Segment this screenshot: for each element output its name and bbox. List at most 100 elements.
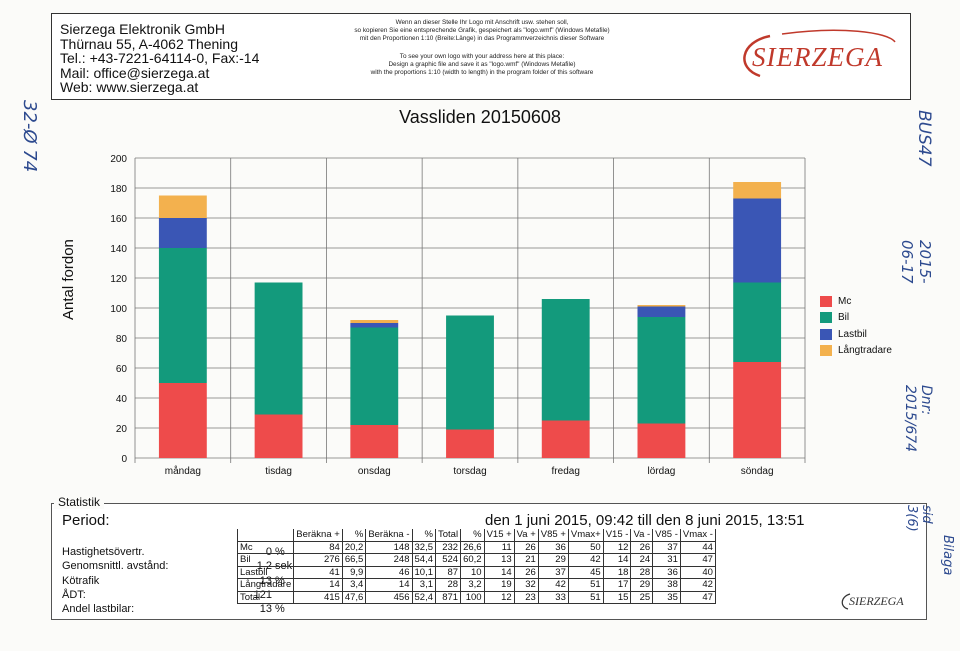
chart-title: Vassliden 20150608 <box>399 107 561 127</box>
table-cell: 11 <box>483 540 515 554</box>
table-body: Mc 84 20,2 148 32,5 232 26,6 11 26 36 50 12 26 37 44 Bi… <box>236 540 716 604</box>
bar-segment-mc <box>254 414 303 458</box>
table-cell: 50 <box>567 540 604 554</box>
y-tick-label: 80 <box>116 334 128 345</box>
y-tick-label: 20 <box>116 424 128 435</box>
note-line: Wenn an dieser Stelle Ihr Logo mit Ansch… <box>395 19 569 26</box>
table-cell: 248 <box>365 553 413 567</box>
table-header-cell: Beräkna - <box>365 529 413 542</box>
y-tick-label: 180 <box>110 184 127 195</box>
table-cell: 41 <box>293 565 343 579</box>
address-line: Web: www.sierzega.at <box>60 79 199 95</box>
table-header-cell: Vmax - <box>679 529 716 542</box>
table-cell: 9,9 <box>341 565 367 579</box>
table-header-cell: V15 - <box>602 529 632 542</box>
company-address: Sierzega Elektronik GmbH Thürnau 55, A-4… <box>60 22 259 95</box>
table-cell: 51 <box>567 578 604 592</box>
table-cell: 20,2 <box>341 540 367 554</box>
table-header-cell: % <box>341 529 367 542</box>
table-header-cell: % <box>411 529 436 542</box>
table-cell: 14 <box>483 565 515 579</box>
handwriting-right-1: BUS47 <box>914 110 934 167</box>
table-cell: 524 <box>434 553 462 567</box>
y-axis-label: Antal fordon <box>60 239 77 320</box>
metric-label: Kötrafik <box>62 574 100 587</box>
table-cell: Bil <box>236 553 295 567</box>
table-cell: 12 <box>483 590 515 604</box>
table-cell: 14 <box>365 578 413 592</box>
bar-segment-långtradare <box>350 320 399 323</box>
table-cell: 36 <box>537 540 569 554</box>
x-tick-label: onsdag <box>358 466 391 477</box>
table-cell: 31 <box>652 553 681 567</box>
legend-swatch-bil <box>820 312 832 324</box>
note-line: so kopieren Sie eine entsprechende Grafi… <box>354 27 610 34</box>
handwriting-left: 32-Ø 74 <box>19 100 40 173</box>
handwriting-right-4: Bilaga <box>940 535 955 576</box>
logo-swoosh <box>743 29 896 78</box>
table-cell: 3,2 <box>460 578 485 592</box>
table-cell: Mc <box>236 540 295 554</box>
table-cell: 45 <box>567 565 604 579</box>
table-row: Bil 276 66,5 248 54,4 524 60,2 13 21 29 42 14 24 31 47 <box>236 553 716 567</box>
x-tick-label: måndag <box>165 465 201 477</box>
chart-legend: Mc Bil Lastbil Långtradare <box>820 293 892 359</box>
x-tick-label: fredag <box>552 466 580 477</box>
legend-item: Bil <box>820 310 892 327</box>
table-cell: 26 <box>513 565 539 579</box>
bar-segment-mc <box>446 429 494 458</box>
metric-value: 13 <box>259 603 272 616</box>
table-cell: 51 <box>567 590 604 604</box>
address-line: Thürnau 55, A-4062 Thening <box>60 35 238 52</box>
table-header-cell: V15 + <box>483 529 515 542</box>
table-cell: 32,5 <box>411 540 436 554</box>
handwriting-right-3: Dnr: 2015/674 <box>902 385 934 453</box>
table-cell: 66,5 <box>341 553 367 567</box>
metric-label: Andel lastbilar: <box>62 603 135 616</box>
table-cell: 84 <box>293 540 343 554</box>
table-cell: 18 <box>602 565 632 579</box>
metric-unit: % <box>275 603 285 616</box>
table-cell: 148 <box>365 540 413 554</box>
table-cell: 38 <box>652 578 681 592</box>
bar-segment-lastbil <box>637 306 686 317</box>
table-cell: Total <box>236 590 295 604</box>
legend-item: Lastbil <box>820 326 892 343</box>
table-row: Långtradare 14 3,4 14 3,1 28 3,2 19 32 42 51 17 29 38… <box>236 578 716 592</box>
table-cell: 28 <box>630 565 654 579</box>
table-cell: 32 <box>513 578 539 592</box>
table-row: Lastbil 41 9,9 46 10,1 87 10 14 26 37 45 18 28 36 40 <box>236 565 716 579</box>
table-cell: 232 <box>434 540 462 554</box>
bar-segment-bil <box>254 282 303 415</box>
table-cell: 42 <box>567 553 604 567</box>
table-cell: 14 <box>602 553 632 567</box>
table-cell: 29 <box>537 553 569 567</box>
table-cell: 29 <box>630 578 654 592</box>
table-cell: 44 <box>679 540 716 554</box>
bar-segment-mc <box>637 423 686 458</box>
legend-item: Mc <box>820 293 892 310</box>
x-tick-label: söndag <box>741 466 774 477</box>
note-line: with the proportions 1:10 (width to leng… <box>370 69 594 76</box>
table-cell: 17 <box>602 578 632 592</box>
statistics-section-label: Statistik <box>54 495 105 509</box>
table-cell: 276 <box>293 553 343 567</box>
logo-instruction-note: Wenn an dieser Stelle Ihr Logo mit Ansch… <box>342 19 622 77</box>
bar-segment-mc <box>350 425 399 458</box>
table-cell: 87 <box>434 565 462 579</box>
table-cell: 47,6 <box>341 590 367 604</box>
bar-segment-bil <box>637 317 686 424</box>
bar-segment-långtradare <box>158 195 207 218</box>
table-cell: 10 <box>460 565 485 579</box>
bar-segment-mc <box>541 420 590 458</box>
table-cell: 54,4 <box>411 553 436 567</box>
period-value: den 1 juni 2015, 09:42 till den 8 juni 2… <box>485 512 805 529</box>
table-cell: 60,2 <box>460 553 485 567</box>
bar-segment-långtradare <box>637 305 686 307</box>
table-header-cell: Vmax+ <box>567 529 604 542</box>
bar-segment-lastbil <box>733 198 782 283</box>
table-cell: 415 <box>293 590 343 604</box>
table-header-cell: V85 - <box>652 529 681 542</box>
table-cell: 35 <box>652 590 681 604</box>
small-logo-swoosh <box>841 593 851 610</box>
